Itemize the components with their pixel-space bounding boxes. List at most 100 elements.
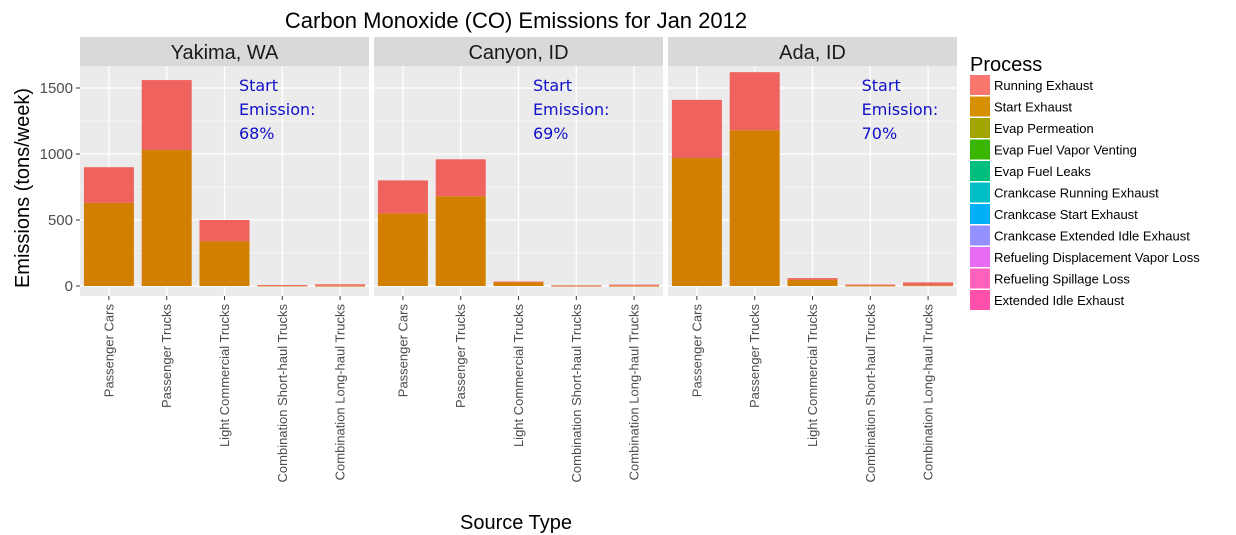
bar-segment (493, 282, 544, 286)
bar-segment (671, 99, 722, 158)
facet-panels: Yakima, WA Passenger Cars Passenger Trucks… (80, 37, 957, 482)
facet-panel: Canyon, ID Passenger Cars Passenger Trucks… (374, 37, 663, 482)
start-emission-annotation: 70% (862, 124, 898, 143)
bar-segment (141, 150, 192, 286)
bar-segment (787, 278, 838, 280)
bar-segment (199, 220, 250, 242)
legend-swatch (970, 118, 990, 138)
legend: Process Running Exhaust Start Exhaust Evap… (970, 54, 1200, 310)
legend-title: Process (970, 54, 1042, 76)
bar-segment (729, 130, 780, 286)
bar-segment (845, 284, 896, 286)
bar-segment (551, 285, 602, 287)
legend-swatch (970, 268, 990, 289)
x-tick-label: Passenger Cars (101, 304, 116, 398)
bar-segment (315, 284, 366, 286)
y-axis: 0 500 1000 1500 (40, 80, 80, 295)
legend-label: Extended Idle Exhaust (994, 293, 1124, 308)
legend-label: Refueling Spillage Loss (994, 272, 1130, 287)
legend-swatch (970, 139, 990, 160)
facet-strip-label: Yakima, WA (171, 42, 279, 64)
facet-panel: Ada, ID Passenger Cars Passenger Trucks Lig… (668, 37, 957, 482)
x-tick-label: Passenger Trucks (159, 304, 174, 409)
bar-segment (493, 281, 544, 283)
y-tick-label: 500 (48, 212, 73, 229)
facet-panel: Yakima, WA Passenger Cars Passenger Trucks… (80, 37, 369, 482)
x-tick-label: Light Commercial Trucks (511, 304, 526, 448)
bar-segment (377, 180, 428, 214)
legend-items: Running Exhaust Start Exhaust Evap Permeat… (970, 75, 1200, 310)
bar-segment (609, 284, 660, 286)
legend-label: Crankcase Extended Idle Exhaust (994, 229, 1190, 244)
start-emission-annotation: Emission: (862, 100, 939, 119)
legend-swatch (970, 182, 990, 203)
legend-label: Evap Permeation (994, 121, 1094, 136)
bar-segment (671, 157, 722, 286)
legend-label: Running Exhaust (994, 78, 1093, 93)
bar-segment (141, 80, 192, 151)
x-tick-label: Combination Long-haul Trucks (627, 304, 642, 481)
x-tick-label: Light Commercial Trucks (217, 304, 232, 448)
legend-item: Refueling Spillage Loss (970, 268, 1130, 289)
legend-item: Start Exhaust (970, 96, 1072, 117)
bar-segment (257, 285, 308, 286)
legend-swatch (970, 161, 990, 181)
x-tick-label: Combination Short-haul Trucks (275, 304, 290, 483)
y-axis-title: Emissions (tons/week) (12, 88, 34, 288)
bar-segment (257, 285, 308, 287)
start-emission-annotation: Start (533, 76, 572, 95)
legend-item: Evap Fuel Vapor Venting (970, 139, 1137, 160)
chart-title: Carbon Monoxide (CO) Emissions for Jan 2… (285, 8, 747, 33)
bar-segment (787, 279, 838, 286)
legend-label: Crankcase Start Exhaust (994, 207, 1138, 222)
x-tick-label: Combination Short-haul Trucks (863, 304, 878, 483)
x-tick-label: Combination Long-haul Trucks (921, 304, 936, 481)
facet-strip (80, 37, 369, 66)
bar-segment (377, 213, 428, 286)
legend-item: Refueling Displacement Vapor Loss (970, 247, 1200, 267)
bar-segment (315, 285, 366, 287)
legend-swatch (970, 247, 990, 267)
legend-label: Crankcase Running Exhaust (994, 186, 1159, 201)
legend-swatch (970, 225, 990, 246)
x-tick-label: Light Commercial Trucks (805, 304, 820, 448)
bar-segment (435, 196, 486, 286)
start-emission-annotation: Start (239, 76, 278, 95)
bar-segment (83, 202, 134, 286)
legend-swatch (970, 96, 990, 117)
x-tick-label: Combination Short-haul Trucks (569, 304, 584, 483)
start-emission-annotation: 69% (533, 124, 569, 143)
legend-label: Evap Fuel Leaks (994, 164, 1091, 179)
legend-item: Crankcase Running Exhaust (970, 182, 1159, 203)
start-emission-annotation: Emission: (239, 100, 316, 119)
facet-strip (668, 37, 957, 66)
legend-swatch (970, 290, 990, 310)
legend-item: Crankcase Extended Idle Exhaust (970, 225, 1190, 246)
bar-segment (609, 285, 660, 287)
legend-label: Refueling Displacement Vapor Loss (994, 250, 1200, 265)
legend-swatch (970, 204, 990, 224)
facet-strip-label: Canyon, ID (468, 42, 568, 64)
bar-segment (435, 159, 486, 197)
y-tick-label: 1500 (40, 80, 73, 97)
legend-item: Evap Fuel Leaks (970, 161, 1091, 181)
legend-item: Crankcase Start Exhaust (970, 204, 1138, 224)
y-tick-label: 1000 (40, 146, 73, 163)
start-emission-annotation: 68% (239, 124, 275, 143)
legend-item: Evap Permeation (970, 118, 1094, 138)
facet-strip-label: Ada, ID (779, 42, 846, 64)
legend-item: Extended Idle Exhaust (970, 290, 1124, 310)
bar-segment (903, 285, 954, 287)
x-tick-label: Passenger Trucks (747, 304, 762, 409)
bar-segment (729, 72, 780, 131)
y-tick-label: 0 (65, 278, 73, 295)
legend-label: Evap Fuel Vapor Venting (994, 143, 1137, 158)
facet-strip (374, 37, 663, 66)
bar-segment (845, 285, 896, 287)
legend-label: Start Exhaust (994, 100, 1072, 115)
x-axis-title: Source Type (460, 512, 572, 534)
start-emission-annotation: Emission: (533, 100, 610, 119)
bar-segment (83, 167, 134, 203)
bar-segment (199, 241, 250, 286)
